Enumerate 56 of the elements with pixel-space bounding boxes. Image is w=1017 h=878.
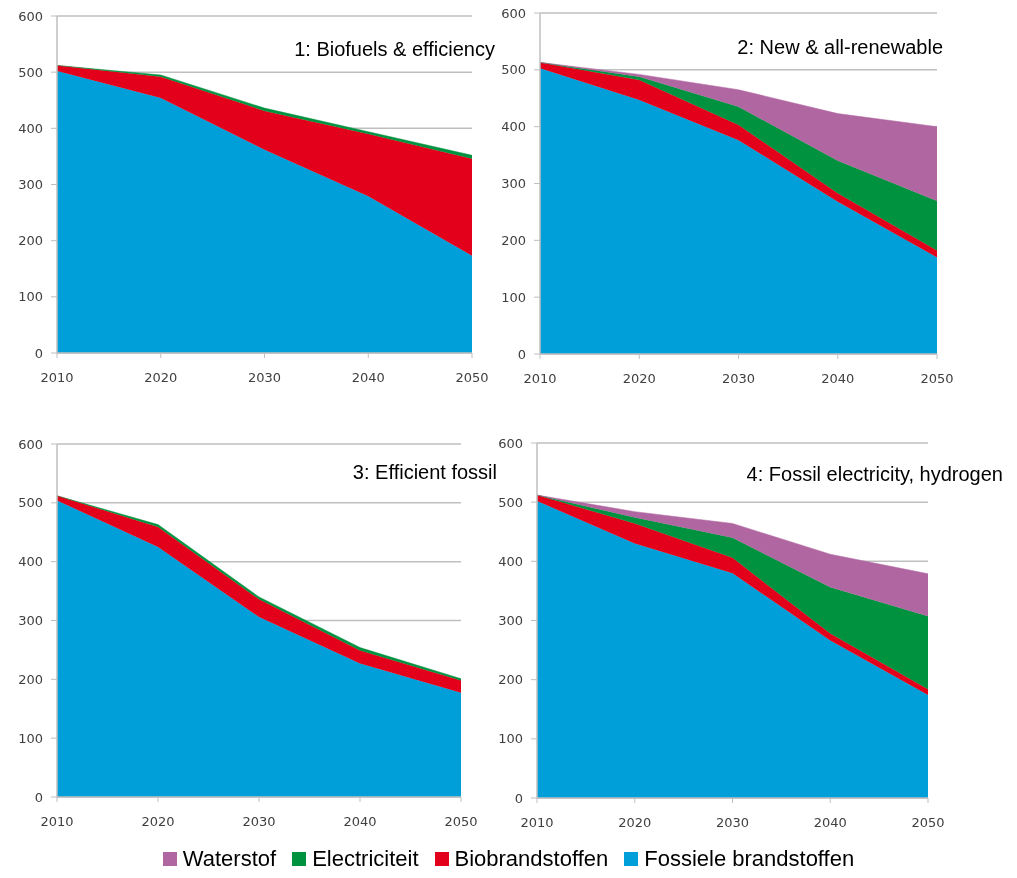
y-tick-label: 300 [501,176,526,192]
x-tick-label: 2040 [351,370,385,386]
y-tick-label: 500 [18,495,43,511]
y-tick-label: 600 [18,8,43,24]
text: 2: New & all-renewable [737,35,943,59]
x-tick-label: 2020 [144,370,178,386]
legend-label: Fossiele brandstoffen [644,846,855,872]
y-tick-label: 0 [514,790,523,806]
x-tick-label: 2020 [141,814,175,830]
y-tick-label: 600 [501,5,526,21]
y-tick-label: 0 [34,789,43,805]
y-tick-label: 0 [34,345,43,361]
y-tick-label: 200 [18,671,43,687]
y-tick-label: 600 [18,436,43,452]
x-tick-label: 2050 [920,371,954,387]
y-tick-label: 500 [501,62,526,78]
text: 1: Biofuels & efficiency [294,37,495,61]
x-tick-label: 2050 [455,370,489,386]
y-tick-label: 200 [498,672,523,688]
y-tick-label: 300 [498,613,523,629]
x-tick-label: 2050 [444,814,478,830]
y-tick-label: 100 [498,731,523,747]
x-tick-label: 2010 [520,815,554,831]
x-tick-label: 2030 [247,370,282,386]
x-tick-label: 2030 [721,371,756,387]
x-tick-label: 2010 [40,370,74,386]
text: 3: Efficient fossil [352,460,497,484]
legend-label: Electriciteit [312,846,419,872]
x-tick-label: 2020 [622,371,656,387]
x-tick-label: 2040 [343,814,377,830]
y-tick-label: 100 [18,730,43,746]
x-tick-label: 2040 [813,815,847,831]
y-tick-label: 400 [18,554,43,570]
x-tick-label: 2040 [821,371,855,387]
y-tick-label: 400 [18,120,43,136]
y-tick-label: 600 [498,435,523,451]
y-tick-label: 300 [18,177,43,193]
x-tick-label: 2030 [242,814,276,830]
text: 4: Fossil electricity, hydrogen [746,462,1003,486]
y-tick-label: 100 [501,289,526,305]
y-tick-label: 0 [517,346,526,362]
legend-label: Biobrandstoffen [454,846,609,872]
y-tick-label: 300 [18,613,43,629]
y-tick-label: 500 [18,64,43,80]
x-tick-label: 2030 [715,815,750,831]
x-tick-label: 2010 [40,814,74,830]
x-tick-label: 2010 [523,371,557,387]
y-tick-label: 400 [498,553,523,569]
y-tick-label: 200 [18,233,43,249]
x-tick-label: 2020 [618,815,652,831]
legend-label: Waterstof [182,846,277,872]
x-tick-label: 2050 [911,815,945,831]
y-tick-label: 200 [501,232,526,248]
y-tick-label: 500 [498,494,523,510]
y-tick-label: 100 [18,289,43,305]
y-tick-label: 400 [501,119,526,135]
